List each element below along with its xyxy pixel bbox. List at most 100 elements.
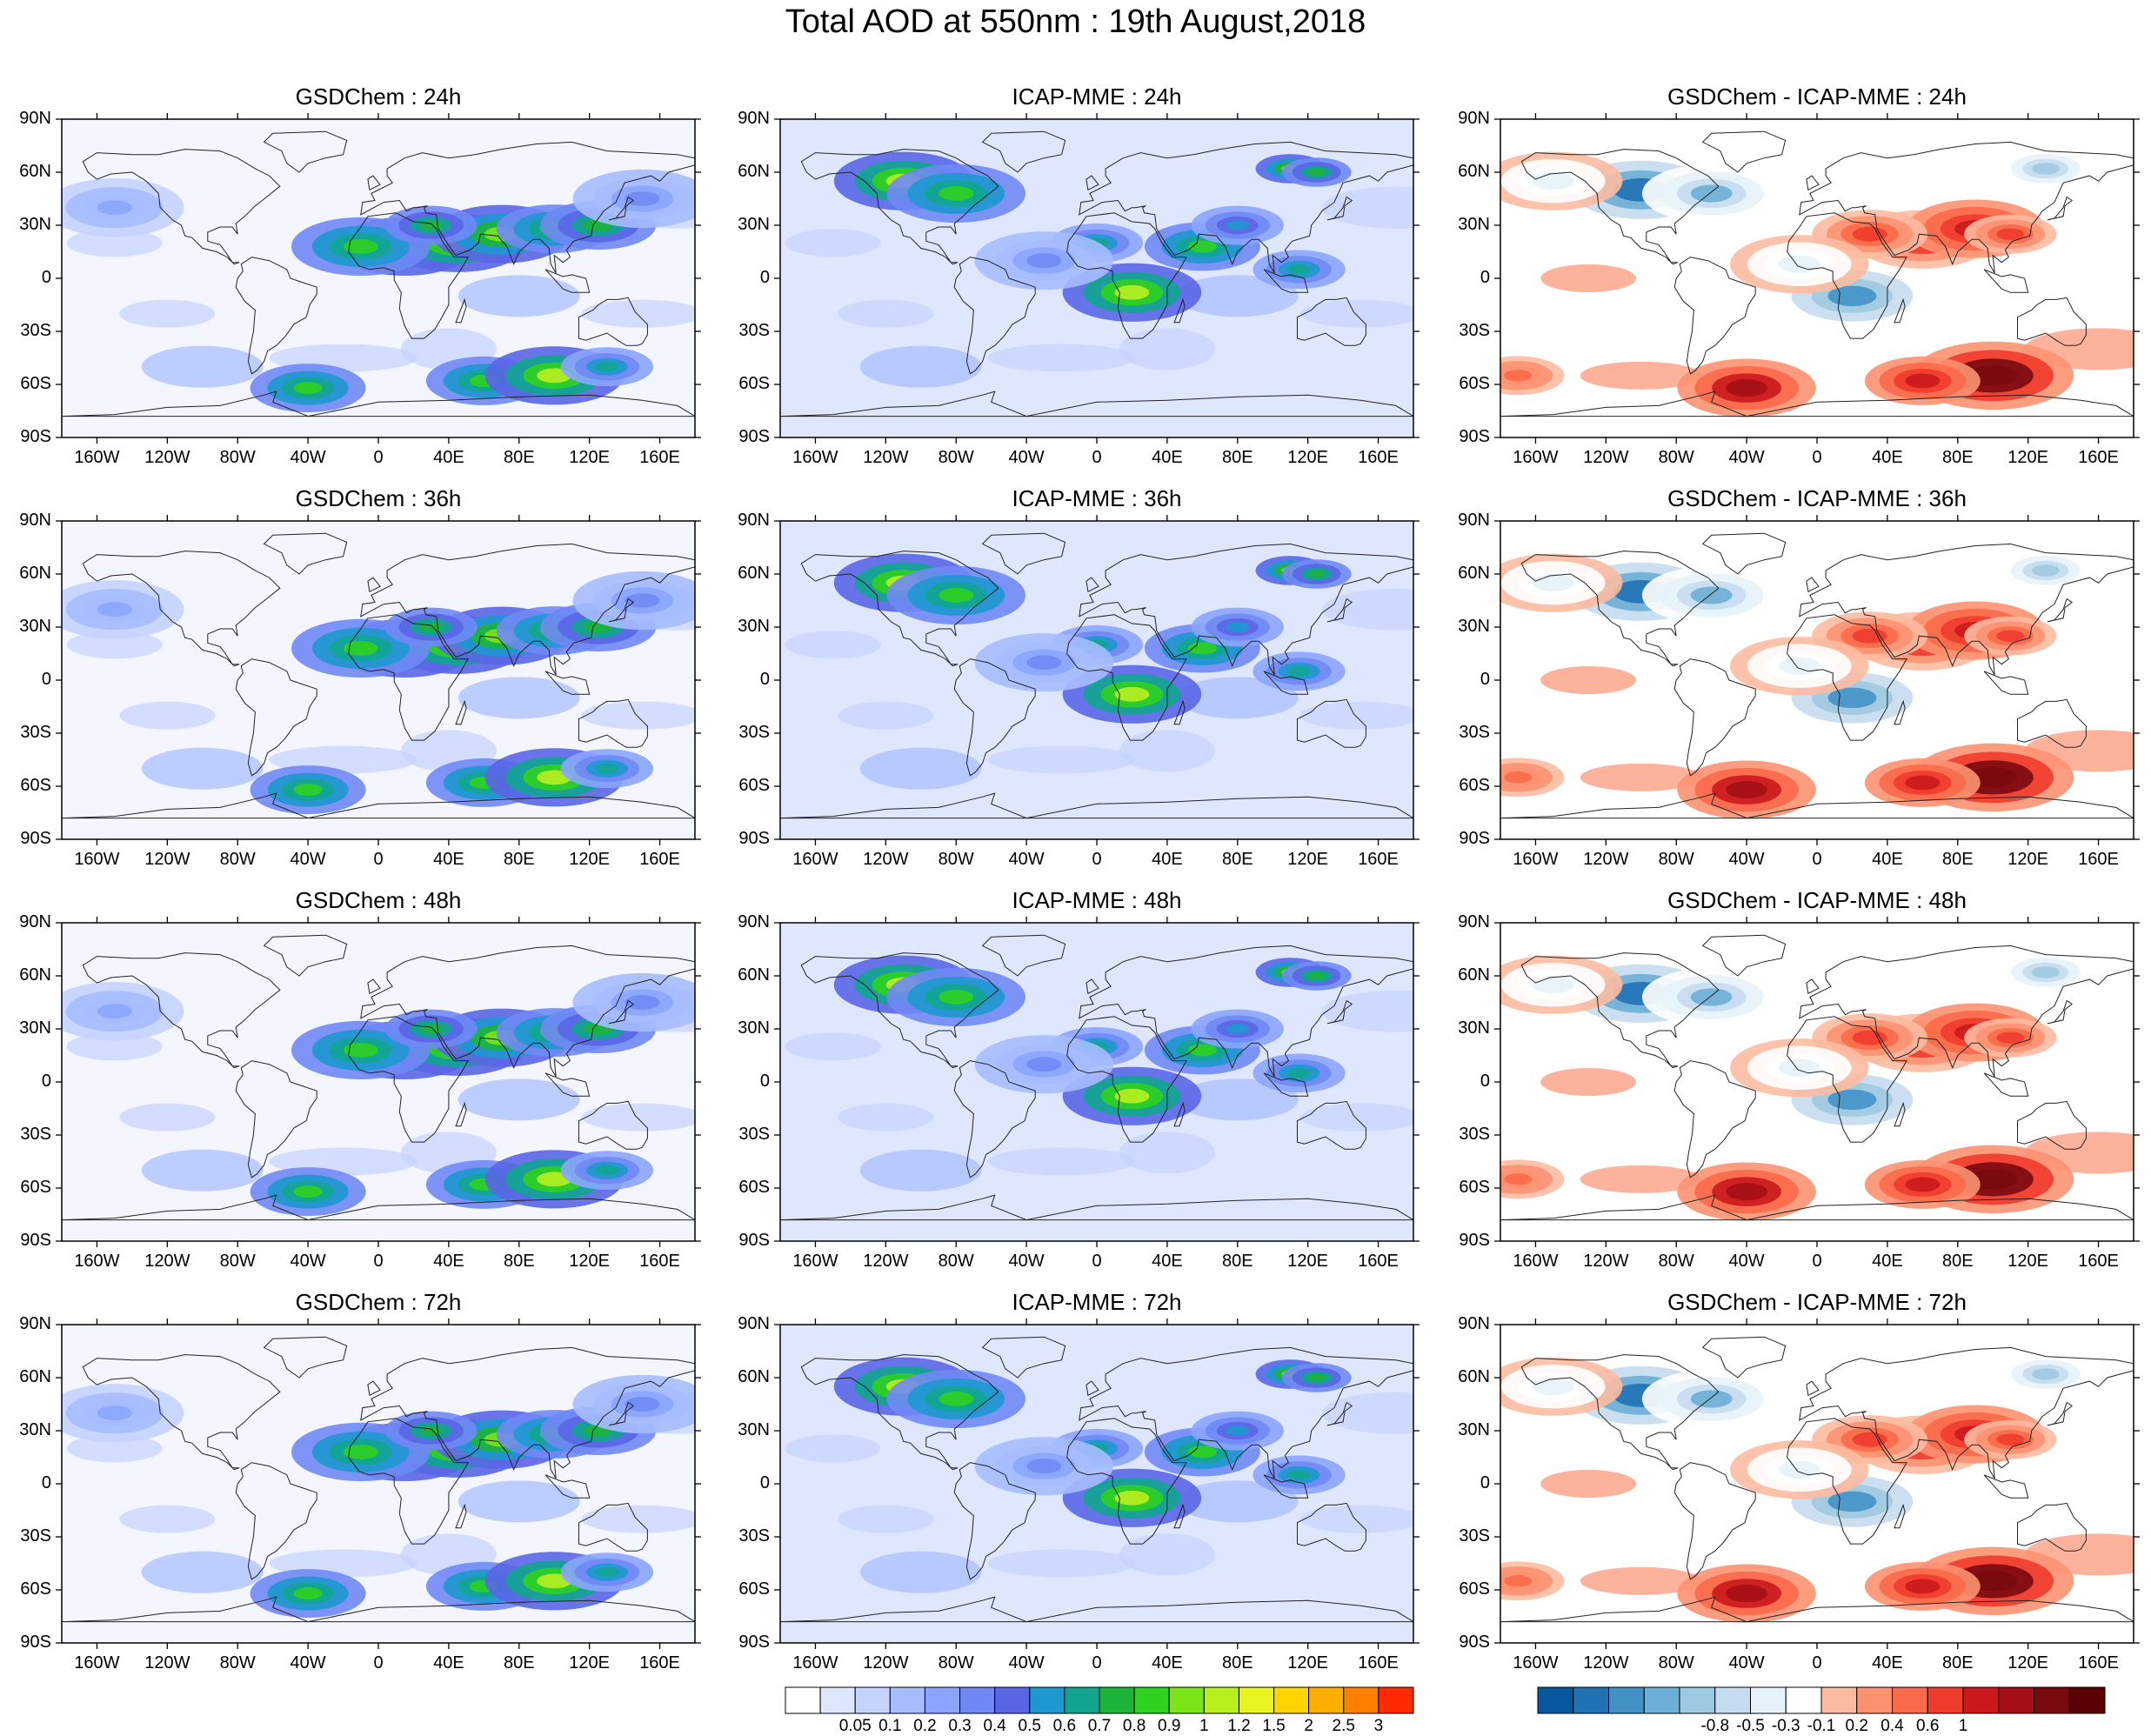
lon-label: 160W <box>792 448 838 467</box>
colorbar-swatch <box>1892 1686 1928 1714</box>
lon-label: 80W <box>219 448 256 467</box>
lon-label: 120W <box>1583 1252 1629 1271</box>
lon-label: 80E <box>503 850 535 869</box>
lat-label: 0 <box>759 670 770 689</box>
coastline <box>2017 1100 2087 1150</box>
aod-plume <box>97 1405 132 1421</box>
lon-label: 120W <box>144 1653 190 1673</box>
coastline <box>1520 149 1720 265</box>
lon-label: 120W <box>1583 1653 1629 1673</box>
lat-label: 30N <box>738 1018 770 1038</box>
aod-plume <box>1827 687 1877 709</box>
map-panel-icap-48h <box>774 917 1420 1247</box>
aod-wisp <box>581 1103 695 1132</box>
coastline <box>82 149 281 265</box>
lon-label: 40W <box>290 850 326 869</box>
coastline <box>1297 698 1366 748</box>
aod-wisp <box>987 745 1136 774</box>
lat-label: 90N <box>19 109 51 128</box>
lat-label: 30N <box>1458 1420 1490 1439</box>
aod-plume <box>1114 284 1150 300</box>
lon-label: 0 <box>1812 448 1822 467</box>
aod-wisp <box>1119 1132 1215 1174</box>
coastline <box>263 934 348 977</box>
aod-wisp <box>581 299 695 328</box>
colorbar-label: 0.6 <box>1052 1717 1077 1735</box>
aod-plume <box>97 602 132 618</box>
lat-label: 60N <box>738 965 770 985</box>
coastline <box>1173 699 1186 725</box>
coastline <box>1806 1380 1820 1397</box>
lat-label: 60N <box>738 1367 770 1386</box>
coastline <box>981 934 1066 977</box>
lat-label: 60N <box>19 965 51 985</box>
aod-plume <box>1690 586 1733 604</box>
panel-title: GSDChem : 72h <box>295 1289 462 1315</box>
coastline <box>544 1072 591 1097</box>
lon-label: 120W <box>863 1252 909 1271</box>
colorbar-swatch <box>1273 1686 1310 1714</box>
aod-plume <box>1504 370 1533 382</box>
colorbar-label: 1.2 <box>1227 1717 1251 1735</box>
coastline <box>360 141 695 274</box>
lon-label: 160E <box>2078 1653 2119 1673</box>
lat-label: 30S <box>20 1526 51 1546</box>
aod-plume <box>1778 1058 1820 1077</box>
lon-label: 40E <box>1872 850 1903 869</box>
lat-label: 0 <box>41 1473 51 1492</box>
coastline <box>1066 1016 1187 1143</box>
lon-label: 80E <box>1221 1252 1253 1271</box>
lon-label: 160W <box>74 1252 120 1271</box>
colorbar-label: -0.8 <box>1700 1717 1730 1735</box>
aod-wisp <box>2033 1043 2129 1085</box>
lat-label: 30N <box>19 1420 51 1439</box>
coastline <box>1806 978 1820 995</box>
lon-label: 0 <box>1812 1252 1822 1271</box>
lat-label: 30N <box>738 1420 770 1439</box>
colorbar-swatch <box>1714 1686 1751 1714</box>
colorbar-swatch <box>1378 1686 1414 1714</box>
aod-plume <box>293 382 323 395</box>
colorbar-swatch <box>1643 1686 1680 1714</box>
colorbar-swatch <box>785 1686 821 1714</box>
aod-wisp <box>141 1149 264 1192</box>
coastline <box>2017 297 2087 346</box>
aod-plume <box>1307 971 1326 980</box>
coastline <box>1066 614 1187 741</box>
lon-label: 40E <box>1152 850 1183 869</box>
lon-label: 120E <box>2007 1653 2049 1673</box>
aod-plume <box>97 200 132 216</box>
colorbar-swatch <box>1343 1686 1379 1714</box>
coastline <box>348 1418 469 1545</box>
lat-label: 90S <box>1459 829 1490 848</box>
coastline <box>1701 934 1787 977</box>
aod-wisp <box>838 701 934 730</box>
lat-label: 60S <box>738 374 770 393</box>
lat-label: 90S <box>20 1633 51 1652</box>
aod-wisp <box>1580 1566 1702 1595</box>
aod-wisp <box>1119 730 1215 772</box>
aod-wisp <box>1176 1078 1299 1121</box>
lon-label: 40E <box>1872 1653 1903 1673</box>
colorbar-label: 0.8 <box>1122 1717 1146 1735</box>
colorbar-swatch <box>959 1686 996 1714</box>
coastline <box>2017 698 2087 748</box>
aod-plume <box>419 220 443 230</box>
lon-label: 120W <box>1583 850 1629 869</box>
map-panel-icap-24h <box>774 113 1420 444</box>
coastline <box>608 999 635 1025</box>
coastline <box>780 1194 1413 1221</box>
coastline <box>1520 1354 1720 1471</box>
aod-plume <box>1690 1390 1733 1408</box>
coastline <box>1297 1502 1366 1552</box>
lat-label: 90N <box>1458 511 1490 530</box>
lon-label: 0 <box>373 850 384 869</box>
colorbar-label: 0.2 <box>1845 1717 1868 1735</box>
lat-label: 90N <box>738 912 770 931</box>
coastline <box>1520 551 1720 667</box>
coastline <box>1297 297 1366 346</box>
colorbar-label: 0.3 <box>948 1717 972 1735</box>
aod-plume <box>625 995 660 1010</box>
aod-plume <box>1852 1030 1887 1045</box>
lon-label: 80W <box>1658 850 1694 869</box>
